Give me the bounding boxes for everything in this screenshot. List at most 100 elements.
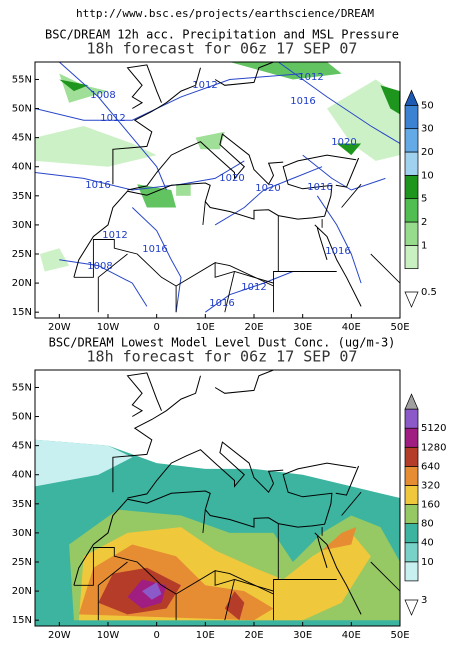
isobar [302, 154, 386, 191]
isobar-label: 1020 [219, 173, 244, 184]
coastline [214, 370, 274, 394]
colorbar-label: 10 [421, 170, 434, 181]
colorbar-label: 10 [421, 557, 434, 568]
lon-label: 50E [390, 322, 409, 333]
lat-label: 15N [12, 307, 32, 318]
dust-light [35, 439, 133, 487]
isobar-label: 1016 [325, 246, 350, 257]
lat-label: 50N [12, 412, 32, 423]
lat-label: 40N [12, 470, 32, 481]
isobar [205, 271, 294, 313]
panel-subtitle: 18h forecast for 06z 17 SEP 07 [87, 348, 358, 366]
colorbar-segment [404, 151, 419, 176]
lon-label: 0 [153, 630, 159, 641]
isobar-label: 1020 [255, 183, 280, 194]
lat-label: 20N [12, 278, 32, 289]
dust-area [142, 582, 162, 600]
colorbar-segment [404, 427, 419, 448]
precip-area [39, 248, 70, 272]
lon-label: 20W [48, 630, 71, 641]
colorbar-segment [404, 446, 419, 467]
border [370, 253, 400, 284]
border [202, 201, 206, 225]
precip-area [195, 131, 225, 150]
colorbar-label: 80 [421, 519, 434, 530]
coastline [73, 154, 357, 278]
colorbar-label: 5120 [421, 423, 446, 434]
lon-label: 50E [390, 630, 409, 641]
lon-label: 30E [293, 630, 312, 641]
url: http://www.bsc.es/projects/earthscience/… [76, 7, 374, 20]
map-field [35, 62, 400, 313]
coastline [214, 62, 274, 86]
isobar [131, 207, 182, 313]
colorbar-cap [404, 599, 419, 616]
lat-label: 30N [12, 220, 32, 231]
colorbar-label: 3 [421, 595, 427, 606]
colorbar-label: 0.5 [421, 287, 437, 298]
border [202, 509, 206, 533]
lat-label: 25N [12, 557, 32, 568]
colorbar-cap [404, 291, 419, 308]
border [370, 561, 400, 592]
colorbar-label: 2 [421, 217, 427, 228]
isobar-label: 1016 [307, 182, 332, 193]
coastline [73, 462, 357, 586]
colorbar-label: 160 [421, 500, 440, 511]
coastline [126, 64, 162, 109]
precip-area [59, 73, 108, 103]
isobar [316, 195, 362, 284]
colorbar-segment [404, 561, 419, 582]
coastline [127, 441, 284, 499]
isobar-label: 1012 [102, 230, 127, 241]
colorbar-segment [404, 244, 419, 270]
colorbar-segment [404, 198, 419, 223]
lat-label: 35N [12, 499, 32, 510]
panel-title: BSC/DREAM Lowest Model Level Dust Conc. … [49, 336, 396, 350]
lat-label: 40N [12, 162, 32, 173]
coastline [127, 133, 284, 191]
border [215, 262, 274, 287]
lon-label: 10W [97, 322, 120, 333]
border [224, 271, 235, 313]
colorbar-segment [404, 542, 419, 563]
border [341, 491, 362, 516]
lon-label: 10W [97, 630, 120, 641]
colorbar-label: 640 [421, 461, 440, 472]
coastline [335, 157, 360, 188]
coastline [316, 227, 328, 260]
colorbar-segment [404, 221, 419, 246]
lat-label: 25N [12, 249, 32, 260]
coastline [316, 535, 328, 568]
coastline [112, 67, 201, 185]
lon-label: 40E [342, 322, 361, 333]
colorbar-label: 5 [421, 194, 427, 205]
colorbar-segment [404, 504, 419, 524]
precip-area [229, 62, 342, 80]
isobar [58, 62, 167, 191]
colorbar-segment [404, 466, 419, 486]
colorbar-label: 50 [421, 100, 434, 111]
border [224, 579, 235, 621]
colorbar-cap [404, 393, 419, 410]
panel-title: BSC/DREAM 12h acc. Precipitation and MSL… [45, 28, 399, 42]
colorbar-label: 1 [421, 240, 427, 251]
precip-area [35, 126, 157, 167]
border [341, 183, 362, 208]
lon-label: 0 [153, 322, 159, 333]
lat-label: 35N [12, 191, 32, 202]
colorbar-label: 40 [421, 538, 434, 549]
colorbar-segment [404, 104, 419, 130]
lat-label: 45N [12, 133, 32, 144]
colorbar-segment [404, 523, 419, 544]
isobar-label: 1016 [85, 180, 110, 191]
precip-area [176, 184, 191, 196]
border [215, 570, 274, 595]
coastline [126, 372, 162, 417]
border [73, 215, 279, 287]
isobar-label: 1012 [298, 72, 323, 83]
isobar-label: 1016 [142, 244, 167, 255]
map-frame [34, 61, 401, 319]
precip-core [380, 85, 400, 115]
dust-area [224, 591, 245, 621]
